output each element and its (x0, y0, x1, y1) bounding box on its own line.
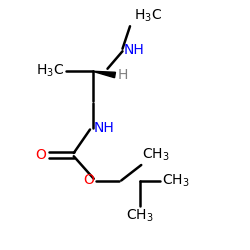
Text: O: O (84, 174, 94, 188)
Text: CH$_3$: CH$_3$ (126, 208, 154, 224)
Text: O: O (36, 148, 46, 162)
Text: CH$_3$: CH$_3$ (162, 172, 190, 189)
Text: H: H (118, 68, 128, 82)
Polygon shape (92, 71, 116, 78)
Text: CH$_3$: CH$_3$ (142, 146, 170, 163)
Text: H$_3$C: H$_3$C (134, 7, 162, 24)
Text: NH: NH (94, 120, 114, 134)
Text: H$_3$C: H$_3$C (36, 63, 64, 80)
Text: NH: NH (124, 43, 144, 57)
